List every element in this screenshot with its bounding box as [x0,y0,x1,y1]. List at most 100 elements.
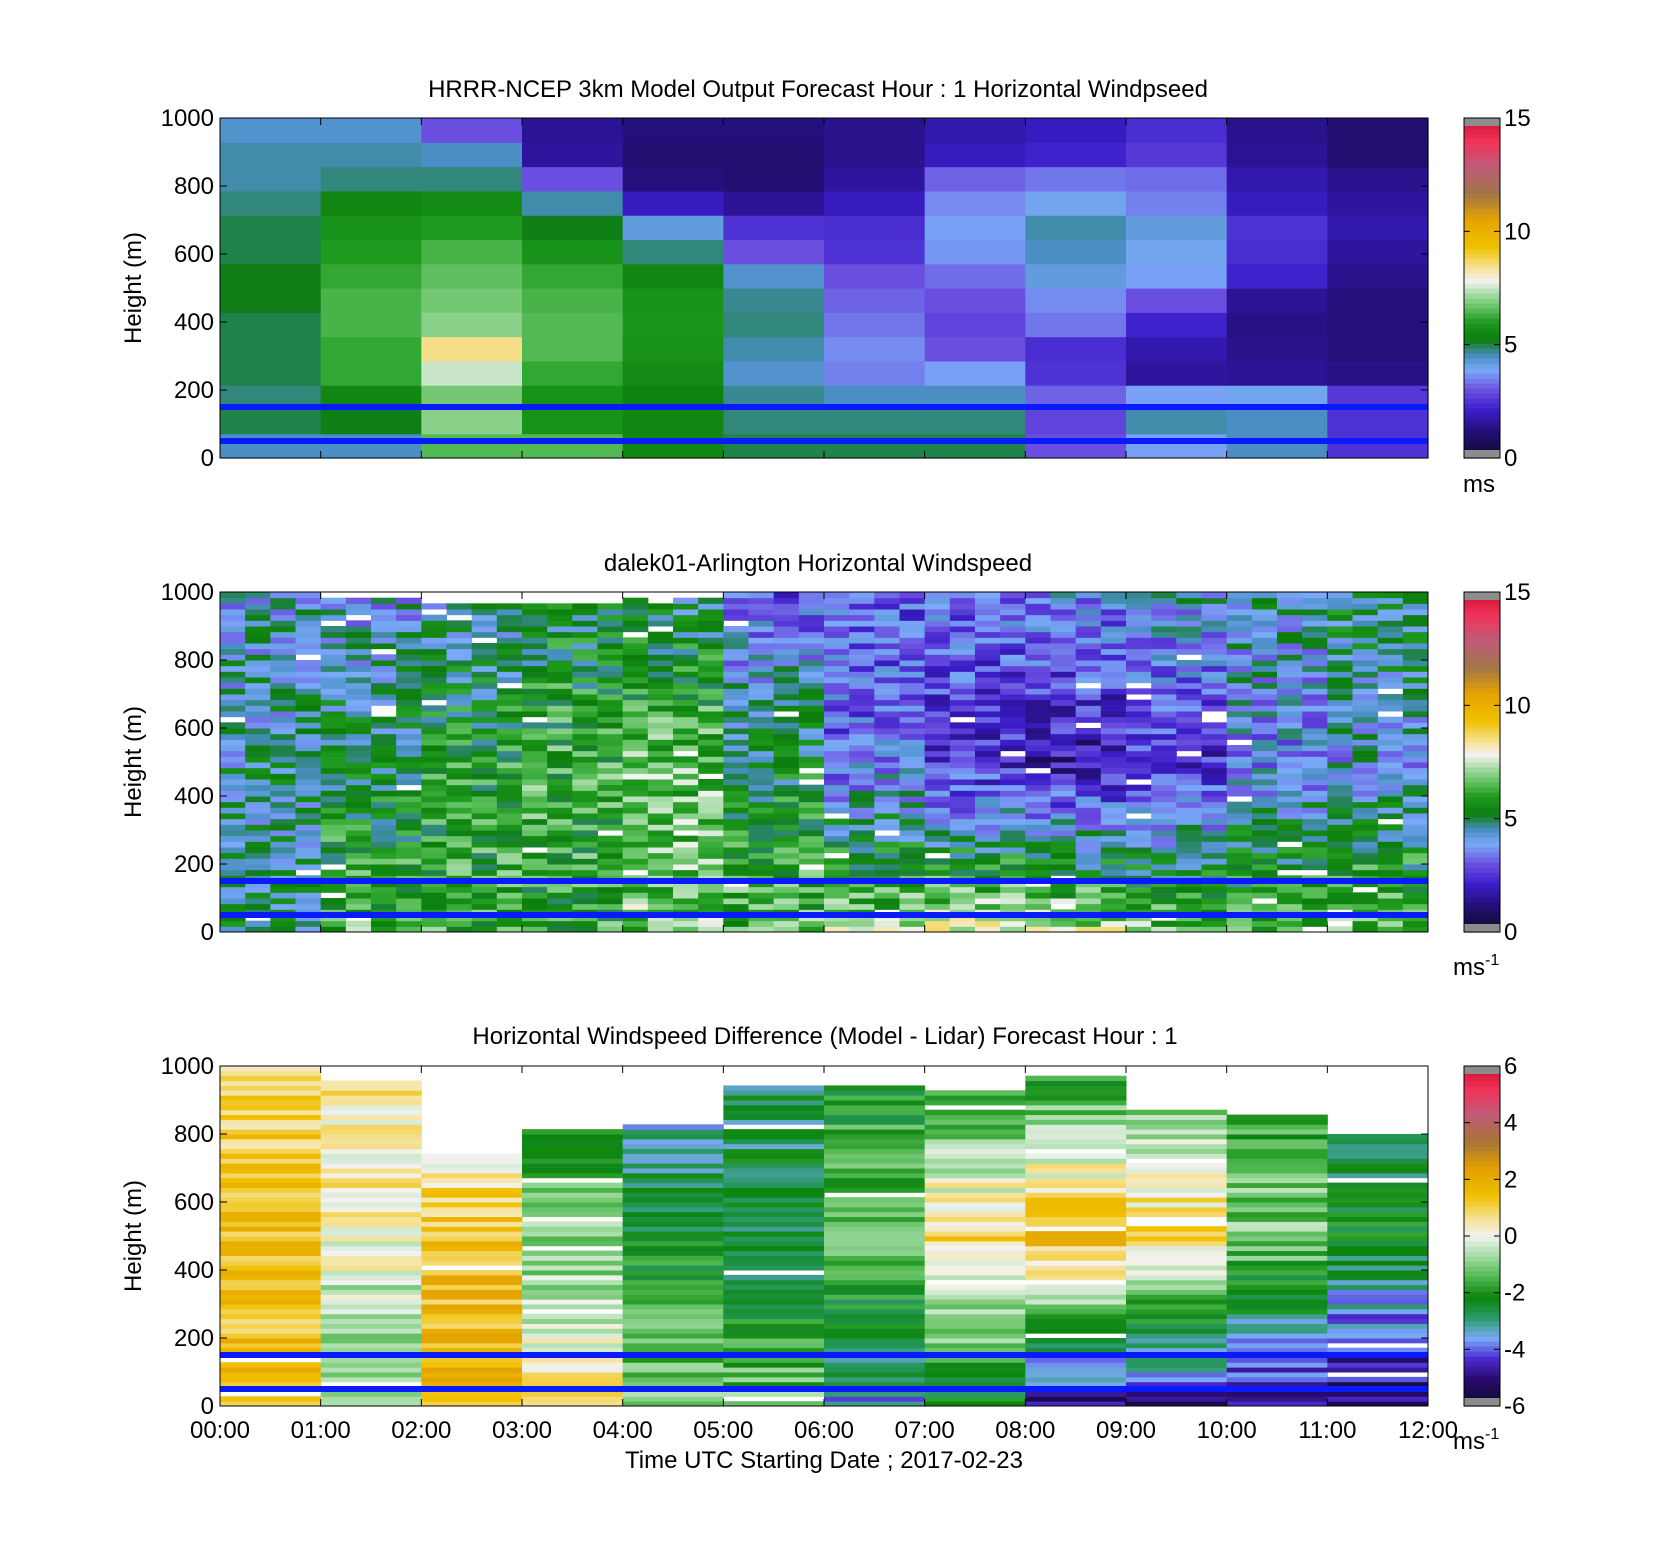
heatmap-cell [1201,682,1228,689]
heatmap-cell [1251,824,1278,831]
heatmap-cell [421,1333,523,1339]
heatmap-cell [949,920,976,927]
model-cell [1327,239,1429,265]
colorbar-swatch [1464,602,1500,608]
heatmap-cell [245,779,271,786]
heatmap-cell [748,654,775,661]
heatmap-cell [1377,682,1404,689]
heatmap-cell [723,1308,825,1315]
heatmap-cell [396,835,422,842]
heatmap-cell [1075,784,1102,791]
heatmap-cell [320,881,347,888]
heatmap-cell [1025,1274,1127,1281]
model-cell [1226,239,1328,265]
heatmap-cell [1327,903,1353,910]
heatmap-cell [345,603,372,610]
heatmap-cell [924,1216,1026,1222]
heatmap-cell [622,637,649,644]
heatmap-cell [471,648,498,655]
heatmap-cell [572,654,598,661]
heatmap-cell [547,869,573,876]
heatmap-cell [572,750,598,757]
heatmap-cell [1126,716,1152,723]
heatmap-cell [924,779,951,786]
heatmap-cell [1402,665,1429,672]
heatmap-cell [371,915,397,922]
heatmap-cell [1277,637,1303,644]
heatmap-cell [975,886,1001,893]
heatmap-cell [849,609,875,616]
colorbar-swatch [1464,273,1500,279]
heatmap-cell [1201,688,1228,695]
heatmap-cell [698,682,724,689]
heatmap-cell [824,1260,926,1266]
heatmap-cell [1327,699,1353,706]
heatmap-cell [1327,841,1353,848]
heatmap-cell [1176,830,1202,837]
heatmap-cell [899,716,926,723]
model-cell [1327,409,1429,435]
heatmap-cell [446,665,473,672]
heatmap-cell [1251,631,1278,638]
heatmap-cell [421,796,447,803]
heatmap-cell [522,688,548,695]
heatmap-cell [1251,830,1278,837]
colorbar-swatch [1464,1361,1500,1367]
heatmap-cell [597,603,624,610]
colorbar-swatch [1464,348,1500,354]
heatmap-cell [899,728,926,735]
heatmap-cell [1251,654,1278,661]
heatmap-cell [446,648,473,655]
model-cell [824,166,926,192]
heatmap-cell [295,847,322,854]
heatmap-cell [899,813,926,820]
heatmap-cell [1201,597,1228,604]
heatmap-cell [1327,609,1353,616]
y-tick-label: 1000 [161,1053,214,1080]
heatmap-cell [1327,1138,1429,1145]
heatmap-cell [1025,665,1051,672]
heatmap-cell [421,603,447,610]
heatmap-cell [1025,597,1051,604]
heatmap-cell [949,654,976,661]
heatmap-cell [1302,807,1328,814]
heatmap-cell [547,790,573,797]
colorbar-swatch [1464,258,1500,264]
heatmap-cell [396,671,422,678]
colorbar-swatch [1464,1196,1500,1202]
heatmap-cell [245,847,271,854]
heatmap-cell [522,1226,624,1232]
heatmap-cell [1277,773,1303,780]
colorbar-swatch [1464,388,1500,394]
heatmap-cell [1025,722,1051,729]
heatmap-cell [723,864,749,871]
heatmap-cell [1226,898,1253,905]
heatmap-cell [1377,637,1404,644]
heatmap-cell [748,597,775,604]
heatmap-cell [522,1270,624,1276]
heatmap-cell [798,824,825,831]
heatmap-cell [1251,903,1278,910]
heatmap-cell [1201,790,1228,797]
heatmap-cell [824,1270,926,1276]
heatmap-cell [622,750,649,757]
model-cell [1025,312,1127,338]
heatmap-cell [320,1095,422,1101]
heatmap-cell [1402,756,1429,763]
heatmap-cell [1327,1318,1429,1324]
heatmap-cell [220,813,246,820]
y-tick-label: 600 [174,715,214,742]
heatmap-cell [1226,1231,1328,1237]
heatmap-cell [421,1289,523,1295]
colorbar-swatch [1464,138,1500,144]
heatmap-cell [622,739,649,746]
heatmap-cell [245,818,271,825]
heatmap-cell [1201,762,1228,769]
heatmap-cell [270,660,296,667]
heatmap-cell [673,671,699,678]
colorbar-swatch [1464,1121,1500,1127]
heatmap-cell [673,705,699,712]
heatmap-cell [723,1163,825,1169]
heatmap-cell [975,609,1001,616]
colorbar-swatch [1464,642,1500,648]
